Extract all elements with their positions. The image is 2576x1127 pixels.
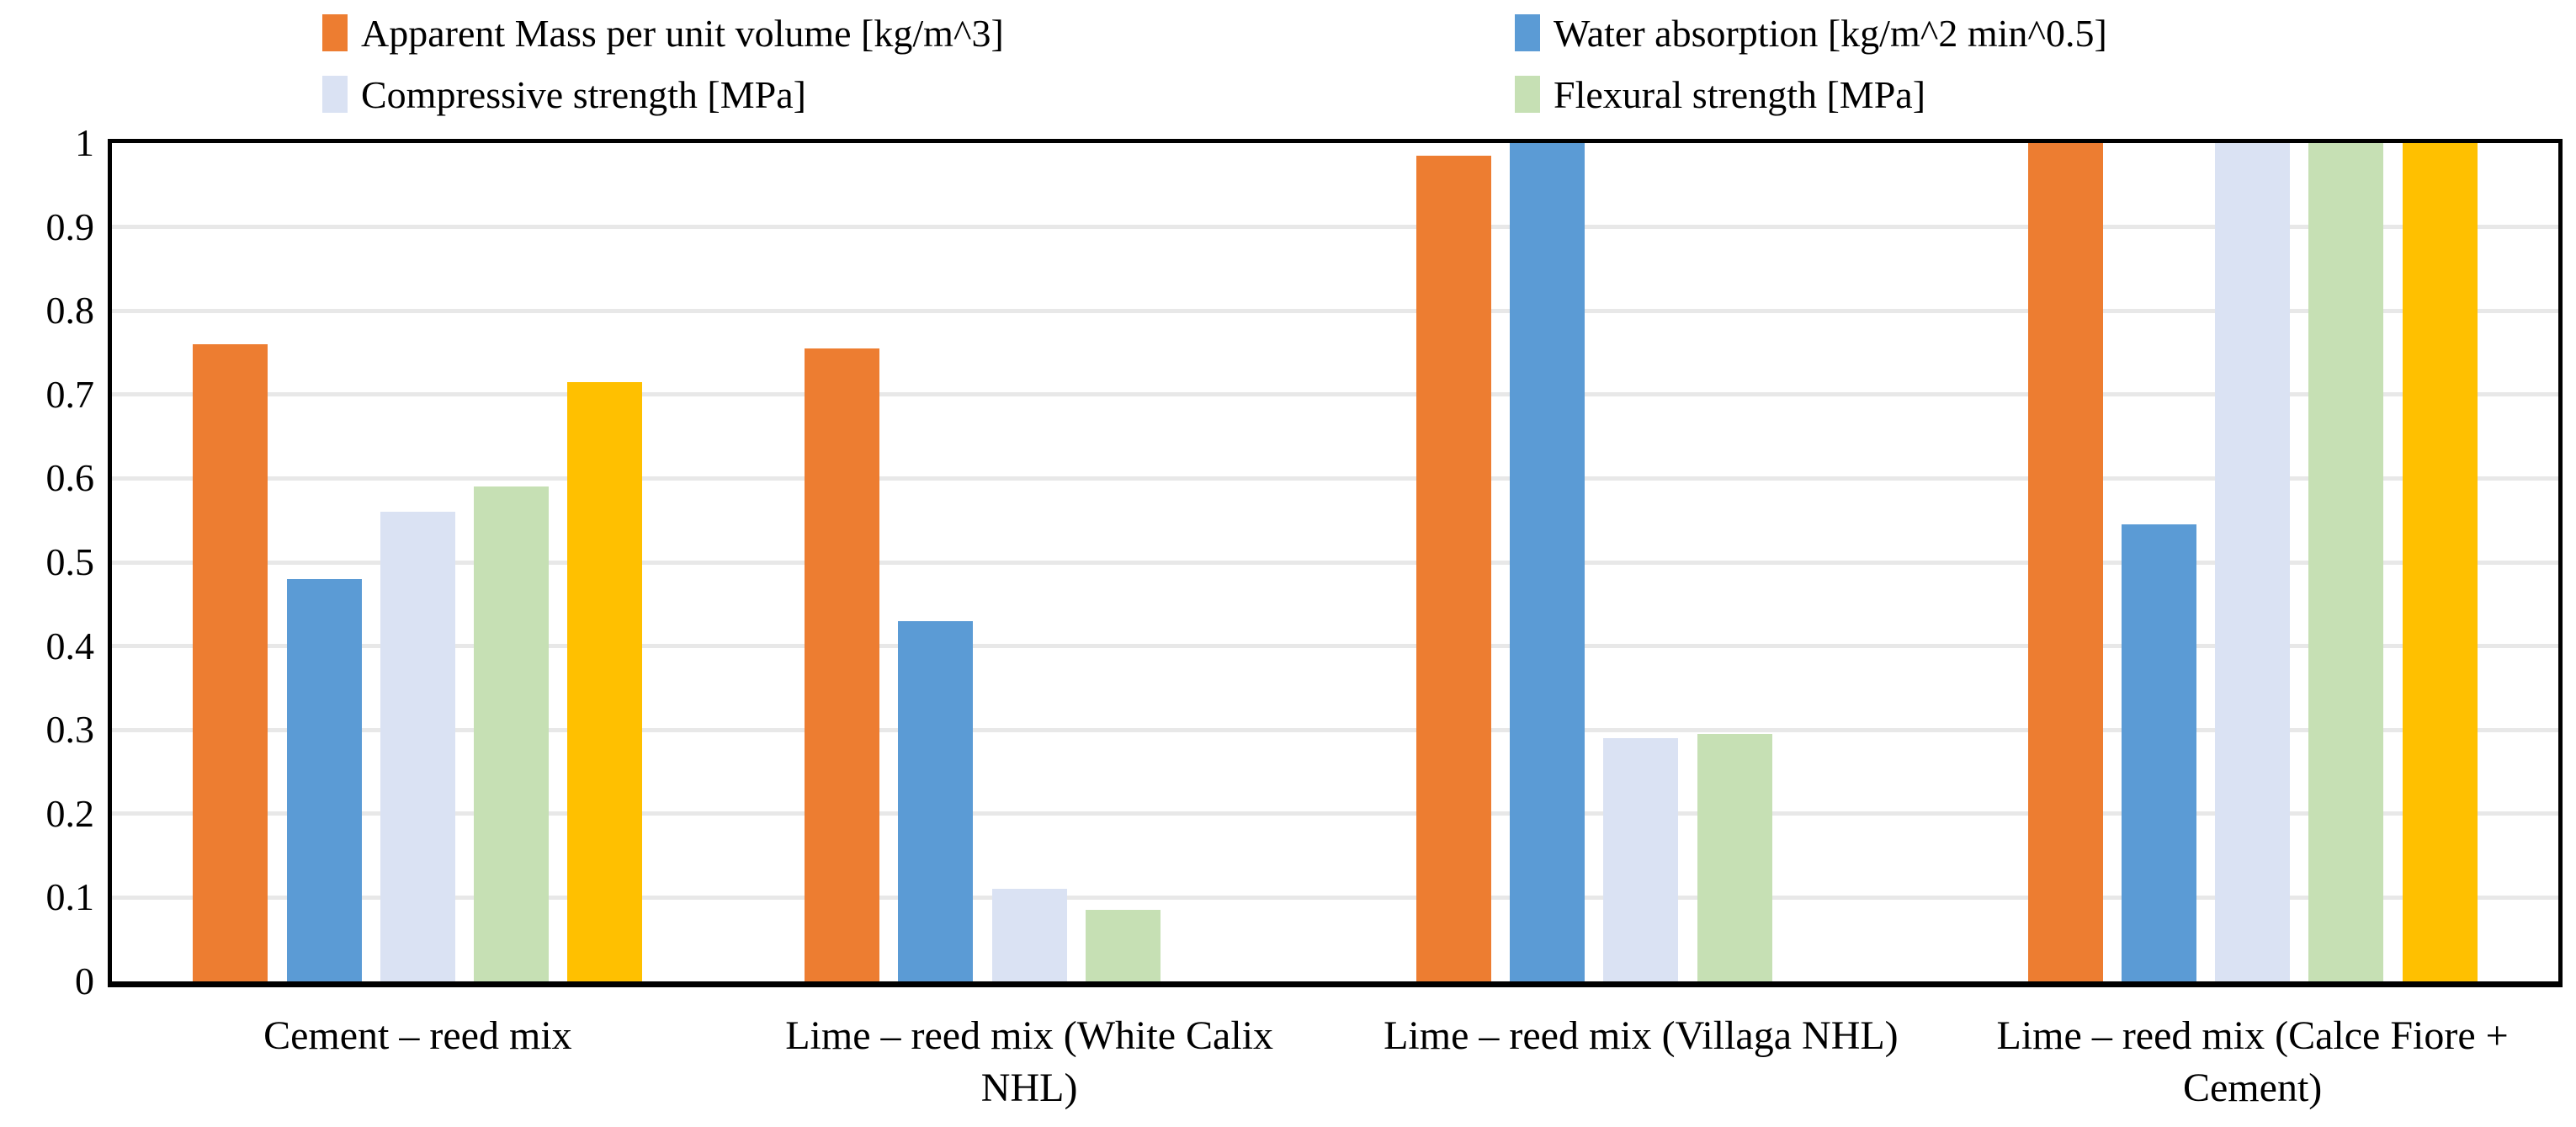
x-axis: Cement – reed mix Lime – reed mix (White …: [112, 1010, 2558, 1127]
bar-compressive-cat2: [991, 889, 1067, 981]
y-tick-label: 1: [75, 121, 94, 164]
x-category-label: Lime – reed mix (White Calix NHL): [785, 1013, 1274, 1111]
y-axis: 0 0.1 0.2 0.3 0.4 0.5 0.6 0.7 0.8 0.9 1: [0, 121, 95, 1002]
legend-swatch-water-absorption-icon: [1515, 14, 1540, 51]
gridline: [112, 392, 2558, 397]
gridline: [112, 308, 2558, 313]
bar-water-cat1: [286, 578, 362, 981]
legend-label-compressive-strength: Compressive strength [MPa]: [361, 72, 806, 116]
y-tick-label: 0.8: [45, 289, 95, 332]
legend-item-water-absorption: Water absorption [kg/m^2 min^0.5]: [1515, 8, 2107, 57]
gridline: [112, 644, 2558, 649]
y-tick-label: 0.5: [45, 540, 95, 583]
bar-apparent-cat4: [2027, 143, 2103, 981]
bar-flexural-cat1: [474, 486, 550, 981]
plot-area: [108, 139, 2563, 987]
y-tick-label: 0.3: [45, 708, 95, 752]
legend-swatch-flexural-strength-icon: [1515, 76, 1540, 113]
gridline: [112, 225, 2558, 230]
bar-water-cat4: [2121, 524, 2196, 981]
legend-item-flexural-strength: Flexural strength [MPa]: [1515, 70, 1925, 119]
bar-flexural-cat3: [1697, 734, 1772, 981]
gridline: [112, 727, 2558, 732]
bar-compressive-cat1: [380, 512, 455, 981]
x-category-label: Lime – reed mix (Calce Fiore + Cement): [1996, 1013, 2509, 1111]
bar-apparent-cat2: [805, 348, 880, 981]
y-tick-label: 0: [75, 960, 94, 1002]
y-tick-label: 0.7: [45, 372, 95, 416]
legend-label-apparent-mass: Apparent Mass per unit volume [kg/m^3]: [361, 11, 1004, 55]
bar-unlabeled-cat4: [2402, 143, 2478, 981]
legend-label-water-absorption: Water absorption [kg/m^2 min^0.5]: [1554, 11, 2107, 55]
bar-flexural-cat2: [1085, 910, 1161, 981]
x-category-label: Cement – reed mix: [263, 1013, 572, 1058]
gridline: [112, 476, 2558, 481]
y-tick-label: 0.1: [45, 875, 95, 919]
gridline: [112, 560, 2558, 565]
legend-swatch-apparent-mass-icon: [322, 14, 348, 51]
bar-apparent-cat1: [193, 344, 268, 981]
legend-label-flexural-strength: Flexural strength [MPa]: [1554, 72, 1926, 116]
bar-water-cat3: [1510, 143, 1585, 981]
bar-flexural-cat4: [2308, 143, 2384, 981]
y-tick-label: 0.2: [45, 791, 95, 835]
legend-item-compressive-strength: Compressive strength [MPa]: [322, 70, 806, 119]
legend-swatch-compressive-strength-icon: [322, 76, 348, 113]
bar-apparent-cat3: [1415, 155, 1491, 981]
gridline: [112, 811, 2558, 816]
x-category-label: Lime – reed mix (Villaga NHL): [1384, 1013, 1899, 1058]
bar-water-cat2: [898, 620, 974, 981]
y-tick-label: 0.4: [45, 624, 95, 667]
bar-compressive-cat4: [2215, 143, 2291, 981]
bar-unlabeled-cat1: [567, 381, 643, 981]
legend-item-apparent-mass: Apparent Mass per unit volume [kg/m^3]: [322, 8, 1004, 57]
bar-compressive-cat3: [1603, 738, 1679, 981]
y-tick-label: 0.6: [45, 456, 95, 500]
y-tick-label: 0.9: [45, 205, 95, 248]
gridline: [112, 895, 2558, 900]
